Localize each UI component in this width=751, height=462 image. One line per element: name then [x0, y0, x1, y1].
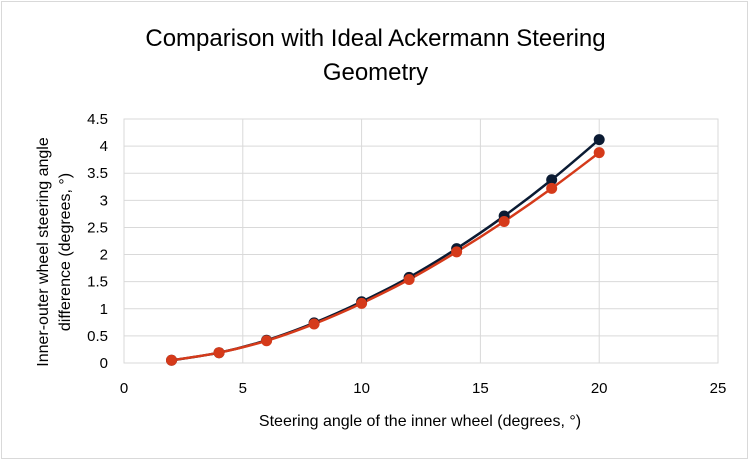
x-axis-ticks: 0 5 10 15 20 25	[120, 380, 727, 397]
series-2-point	[261, 335, 273, 347]
x-tick-label: 0	[120, 380, 128, 397]
x-tick-label: 5	[239, 380, 247, 397]
series-1-point	[546, 174, 558, 186]
y-tick-label: 0.5	[87, 328, 108, 345]
y-tick-label: 1.5	[87, 274, 108, 291]
series-2-point	[308, 318, 320, 330]
chart-title-line-1: Comparison with Ideal Ackermann Steering	[145, 25, 606, 52]
x-tick-label: 10	[353, 380, 370, 397]
chart-title: Comparison with Ideal Ackermann Steering…	[0, 22, 751, 90]
y-axis-ticks: 0 0.5 1 1.5 2 2.5 3 3.5 4 4.5	[87, 111, 108, 372]
x-tick-label: 15	[472, 380, 489, 397]
series-2-point	[593, 147, 605, 159]
y-tick-label: 3.5	[87, 165, 108, 182]
series-2-point	[451, 246, 463, 258]
series-1-point	[593, 134, 605, 146]
series-2-point	[356, 297, 368, 309]
x-axis-title: Steering angle of the inner wheel (degre…	[259, 413, 581, 430]
y-tick-label: 1	[100, 301, 108, 318]
series-2-point	[403, 273, 415, 285]
y-tick-label: 2	[100, 247, 108, 264]
series-lines	[171, 138, 601, 362]
y-tick-label: 4.5	[87, 111, 108, 128]
y-tick-label: 4	[100, 138, 108, 155]
series-1-line	[171, 138, 601, 362]
series-2-line	[171, 151, 600, 362]
y-tick-label: 0	[100, 355, 108, 372]
y-axis-title-line-2: difference (degrees, °)	[57, 173, 74, 331]
series-points	[166, 134, 605, 366]
x-tick-label: 25	[710, 380, 727, 397]
series-2-point	[546, 182, 558, 194]
series-2-point	[213, 347, 225, 359]
plot-area-border	[123, 118, 719, 364]
series-2-point	[166, 354, 178, 366]
x-tick-label: 20	[591, 380, 608, 397]
y-tick-label: 3	[100, 192, 108, 209]
chart-title-line-2: Geometry	[322, 59, 429, 86]
y-tick-label: 2.5	[87, 219, 108, 236]
series-2-point	[498, 215, 510, 227]
y-axis-title-line-1: Inner-outer wheel steering angle	[35, 137, 52, 367]
grid-lines	[123, 118, 719, 364]
